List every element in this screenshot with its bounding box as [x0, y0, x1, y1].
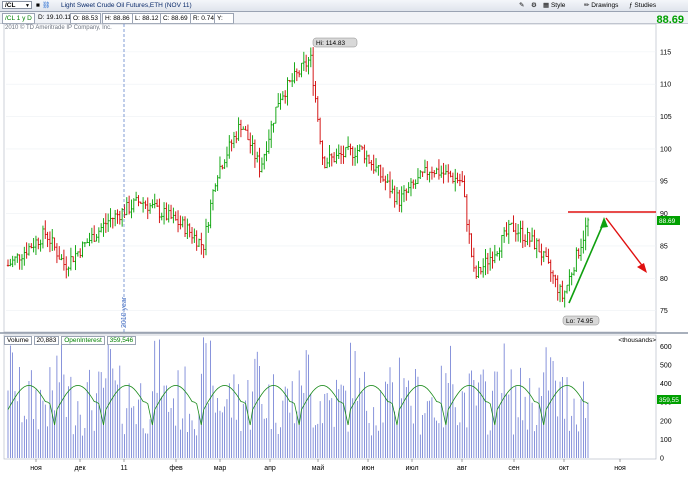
x-tick-label: 11 [120, 465, 127, 472]
volume-label[interactable]: Volume [4, 336, 32, 345]
down-arrow-drawing[interactable] [605, 217, 645, 269]
units-label: <thousands> [618, 337, 656, 344]
dropdown-arrow-icon[interactable]: ▼ [25, 3, 30, 9]
price-tick-label: 90 [660, 211, 668, 218]
oi-current-tag-label: 359,55 [659, 397, 679, 404]
x-tick-label: июл [405, 465, 418, 472]
drawings-button[interactable]: ✏ Drawings [584, 2, 619, 9]
settings-icon[interactable]: ✎ [519, 2, 525, 9]
info-icon[interactable]: ■ [36, 2, 40, 9]
volume-tick-label: 500 [660, 362, 672, 369]
oi-label[interactable]: OpenInterest [61, 336, 105, 345]
aggregation-label[interactable]: /CL 1 y D [2, 13, 35, 24]
low-label: Lo: 74.95 [566, 318, 593, 325]
x-tick-label: дек [74, 465, 86, 472]
year-marker-label: 2010 year [121, 296, 128, 328]
high-bubble [312, 37, 358, 48]
info-bar: /CL 1 y D D: 19.10.11 O: 88.53 H: 88.86 … [0, 12, 688, 26]
gear-icon[interactable]: ⚙ [531, 2, 537, 9]
style-button[interactable]: ▦ Style [543, 2, 566, 9]
chart-toolbar: /CL ▼ ■ ⛓ Light Sweet Crude Oil Futures,E… [0, 0, 688, 12]
symbol-input[interactable]: /CL ▼ [2, 1, 32, 9]
price-tick-label: 110 [660, 82, 671, 89]
volume-value: 20,883 [33, 336, 60, 345]
price-tick-label: 100 [660, 146, 672, 153]
y-value: Y: [214, 13, 234, 24]
price-tick-label: 115 [660, 49, 671, 56]
current-price-tag-label: 88.69 [659, 218, 676, 225]
high-label: Hi: 114.83 [316, 40, 346, 47]
down-arrowhead-icon [637, 263, 647, 273]
x-tick-label: май [312, 464, 325, 472]
studies-button[interactable]: ƒ Studies [629, 2, 657, 9]
last-price: 88.69 [656, 14, 684, 26]
volume-tick-label: 0 [660, 456, 664, 463]
low-bubble [562, 315, 600, 326]
volume-tick-label: 400 [660, 381, 672, 388]
oi-current-tag [657, 395, 681, 404]
symbol-description: Light Sweet Crude Oil Futures,ETH (NOV 1… [61, 2, 192, 9]
x-tick-label: апр [264, 465, 276, 472]
volume-header: Volume 20,883 OpenInterest 359,546 [4, 336, 137, 345]
x-tick-label: ноя [614, 465, 626, 472]
x-tick-label: авг [457, 465, 468, 472]
open-interest-line [7, 384, 589, 426]
price-tick-label: 85 [660, 243, 668, 250]
price-panel-frame [3, 23, 657, 333]
x-tick-label: ноя [30, 465, 42, 472]
link-icon[interactable]: ⛓ [42, 2, 51, 9]
copyright-text: 2010 © TD Ameritrade IP Company, Inc. [5, 25, 112, 31]
volume-panel-frame [3, 334, 657, 460]
x-tick-label: окт [559, 465, 570, 472]
open-value: O: 88.53 [70, 13, 101, 24]
x-tick-label: мар [214, 465, 227, 472]
up-arrowhead-icon [600, 217, 608, 228]
oi-value: 359,546 [106, 336, 137, 345]
x-tick-label: сен [508, 465, 519, 472]
price-tick-label: 95 [660, 179, 668, 186]
up-arrow-drawing[interactable] [568, 221, 605, 304]
price-tick-label: 105 [660, 114, 672, 121]
date-value: D: 19.10.11 [38, 14, 72, 21]
price-tick-label: 75 [660, 308, 668, 315]
volume-tick-label: 600 [660, 344, 672, 351]
volume-tick-label: 200 [660, 418, 672, 425]
volume-tick-label: 100 [660, 437, 672, 444]
current-price-tag [657, 216, 680, 225]
price-tick-label: 80 [660, 276, 668, 283]
x-tick-label: фев [169, 465, 183, 472]
x-tick-label: июн [361, 465, 374, 472]
